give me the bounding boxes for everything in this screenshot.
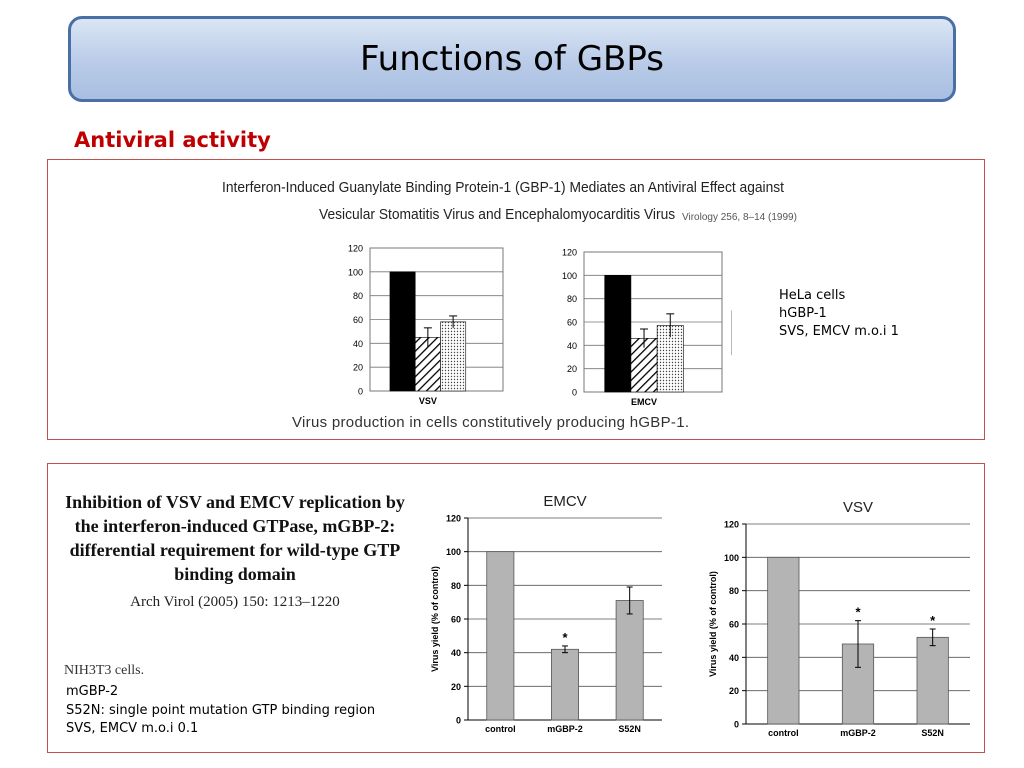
y-tick-label: 0 bbox=[734, 720, 739, 730]
y-tick-label: 120 bbox=[446, 514, 461, 524]
bar-s52n bbox=[916, 636, 949, 725]
x-category-label: EMCV bbox=[631, 397, 657, 407]
chart-title: EMCV bbox=[543, 493, 586, 510]
info-line-cells: HeLa cells bbox=[779, 288, 846, 303]
x-category-label: control bbox=[485, 724, 515, 734]
bar-parent bbox=[389, 271, 416, 392]
x-category-label: S52N bbox=[618, 724, 641, 734]
y-axis-label: Virus yield (% of control) bbox=[708, 571, 718, 677]
paper-title-line1: Interferon-Induced Guanylate Binding Pro… bbox=[222, 179, 785, 196]
note-moi: SVS, EMCV m.o.i 0.1 bbox=[66, 721, 199, 736]
bar-parent bbox=[604, 275, 632, 393]
paper-citation: Virology 256, 8–14 (1999) bbox=[682, 212, 797, 223]
y-tick-label: 60 bbox=[567, 318, 577, 328]
y-tick-label: 60 bbox=[353, 315, 363, 325]
panel-arch-virol-2005: Inhibition of VSV and EMCV replication b… bbox=[47, 463, 985, 753]
y-tick-label: 100 bbox=[724, 553, 739, 563]
chart-vsv-mgbp2: VSV 0 20 40 60 80 100 120 Virus yield (% of cont… bbox=[708, 499, 970, 738]
significance-marker: * bbox=[855, 605, 861, 620]
paper-citation: Arch Virol (2005) 150: 1213–1220 bbox=[130, 594, 340, 610]
y-tick-label: 40 bbox=[353, 339, 363, 349]
y-tick-label: 80 bbox=[729, 586, 739, 596]
y-tick-label: 100 bbox=[562, 271, 577, 281]
figure-caption: Virus production in cells constitutively… bbox=[292, 414, 690, 431]
note-mutation: S52N: single point mutation GTP binding … bbox=[66, 702, 376, 718]
y-tick-label: 40 bbox=[451, 648, 461, 658]
x-category-label: S52N bbox=[921, 728, 944, 738]
y-tick-label: 120 bbox=[724, 520, 739, 530]
info-line-moi: SVS, EMCV m.o.i 1 bbox=[779, 324, 899, 339]
x-category-label: mGBP-2 bbox=[840, 728, 876, 738]
bar-67-7 bbox=[656, 325, 684, 393]
experiment-info: HeLa cells hGBP-1 SVS, EMCV m.o.i 1 bbox=[779, 287, 899, 341]
x-category-label: control bbox=[768, 728, 799, 738]
y-tick-label: 120 bbox=[348, 244, 363, 254]
bar-67-7 bbox=[440, 321, 467, 392]
bar-control bbox=[486, 551, 515, 721]
y-tick-label: 100 bbox=[348, 267, 363, 277]
y-tick-label: 0 bbox=[358, 387, 363, 397]
significance-marker: * bbox=[930, 613, 936, 628]
y-tick-label: 100 bbox=[446, 547, 461, 557]
y-tick-label: 120 bbox=[562, 248, 577, 258]
y-tick-label: 20 bbox=[451, 682, 461, 692]
chart-emcv-mgbp2: EMCV 0 20 40 60 80 100 120 Virus yield (% of con… bbox=[430, 493, 662, 734]
y-tick-label: 80 bbox=[353, 291, 363, 301]
y-tick-label: 20 bbox=[729, 686, 739, 696]
note-gene: mGBP-2 bbox=[66, 684, 119, 699]
y-tick-label: 0 bbox=[572, 388, 577, 398]
paper-title: Inhibition of VSV and EMCV replication b… bbox=[65, 492, 405, 584]
y-tick-label: 40 bbox=[567, 341, 577, 351]
significance-marker: * bbox=[562, 630, 568, 645]
bar-mgbp-2 bbox=[551, 648, 579, 721]
y-tick-label: 60 bbox=[451, 615, 461, 625]
cell-line-label: NIH3T3 cells. bbox=[64, 663, 145, 678]
x-category-label: mGBP-2 bbox=[547, 724, 583, 734]
section-label: Antiviral activity bbox=[74, 128, 271, 152]
y-tick-label: 80 bbox=[451, 581, 461, 591]
bar-control bbox=[767, 556, 800, 725]
chart-title: VSV bbox=[843, 499, 873, 516]
x-category-label: VSV bbox=[419, 396, 437, 406]
experiment-notes: mGBP-2 S52N: single point mutation GTP b… bbox=[66, 683, 375, 739]
info-line-gene: hGBP-1 bbox=[779, 306, 827, 321]
y-axis-label: Virus yield (% of control) bbox=[430, 566, 440, 672]
chart-emcv-hgbp1: 020406080100120EMCVParent67-667-7 bbox=[562, 248, 732, 407]
panel-virology-1999: Interferon-Induced Guanylate Binding Pro… bbox=[47, 159, 985, 440]
slide-title-box: Functions of GBPs bbox=[68, 16, 956, 102]
y-tick-label: 60 bbox=[729, 620, 739, 630]
chart-vsv-hgbp1: 020406080100120VSVParent67-667-7 bbox=[348, 244, 504, 406]
slide-title: Functions of GBPs bbox=[359, 39, 664, 79]
y-tick-label: 80 bbox=[567, 294, 577, 304]
y-tick-label: 20 bbox=[567, 364, 577, 374]
y-tick-label: 20 bbox=[353, 363, 363, 373]
y-tick-label: 0 bbox=[456, 716, 461, 726]
paper-title-line2: Vesicular Stomatitis Virus and Encephalo… bbox=[319, 206, 676, 223]
bar-s52n bbox=[615, 600, 644, 721]
y-tick-label: 40 bbox=[729, 653, 739, 663]
